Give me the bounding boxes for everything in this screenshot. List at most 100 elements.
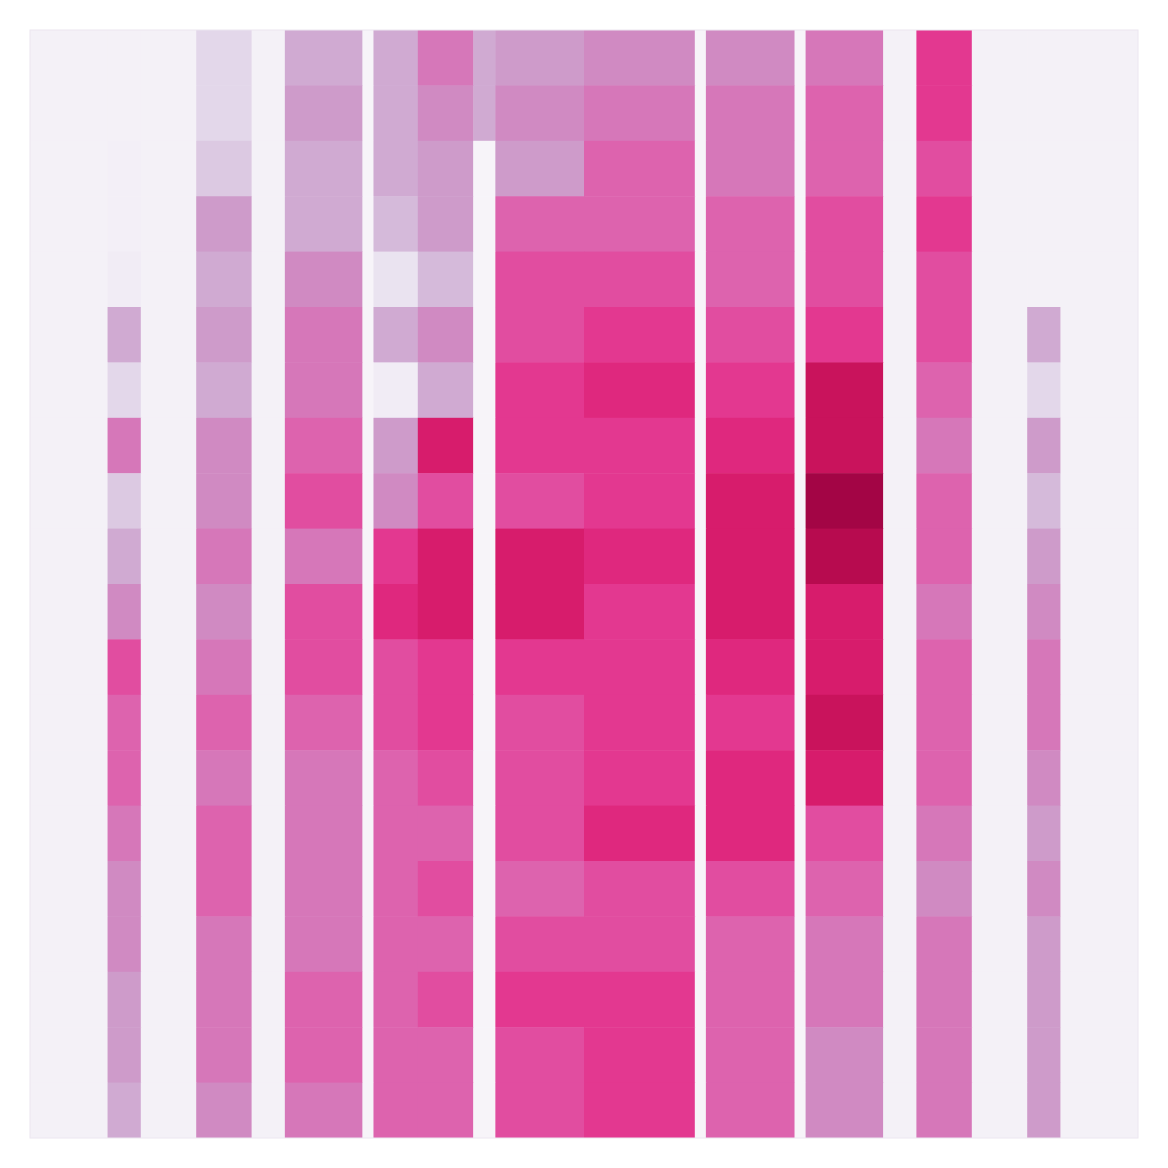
heatmap-cell [418, 695, 474, 751]
heatmap-cell [141, 584, 197, 640]
heatmap-cell [584, 639, 695, 695]
heatmap-cell [373, 584, 418, 640]
heatmap-cell [495, 85, 584, 141]
heatmap-cell [972, 362, 1028, 418]
heatmap-cell [706, 695, 795, 751]
heatmap-cell [473, 418, 496, 474]
heatmap-cell [30, 141, 108, 197]
heatmap-cell [252, 1083, 286, 1138]
heatmap-cell [806, 141, 884, 197]
heatmap-cell [795, 639, 807, 695]
heatmap-cell [1027, 639, 1061, 695]
heatmap-cell [495, 639, 584, 695]
heatmap-cell [285, 418, 363, 474]
heatmap-cell [695, 1083, 707, 1138]
heatmap-cell [473, 196, 496, 252]
heatmap-cell [695, 1027, 707, 1083]
heatmap-cell [695, 695, 707, 751]
heatmap-cell [584, 473, 695, 529]
heatmap-cell [795, 695, 807, 751]
heatmap-cell [362, 252, 374, 308]
heatmap-cell [584, 1027, 695, 1083]
heatmap-cell [706, 806, 795, 862]
heatmap-cell [473, 695, 496, 751]
heatmap-cell [495, 806, 584, 862]
heatmap-cell [795, 750, 807, 806]
heatmap-cell [373, 1027, 418, 1083]
heatmap-cell [196, 30, 252, 86]
heatmap-cell [806, 584, 884, 640]
heatmap-cell [1027, 806, 1061, 862]
heatmap-cell [141, 418, 197, 474]
heatmap-cell [285, 1083, 363, 1138]
heatmap-cell [285, 252, 363, 308]
heatmap-cell [706, 85, 795, 141]
heatmap-cell [795, 1027, 807, 1083]
heatmap-cell [883, 252, 917, 308]
heatmap-cell [584, 972, 695, 1028]
heatmap-cell [418, 196, 474, 252]
heatmap-cell [373, 1083, 418, 1138]
heatmap-cell [285, 473, 363, 529]
heatmap-cell [108, 916, 142, 972]
heatmap-cell [972, 1083, 1028, 1138]
heatmap-cell [285, 307, 363, 363]
heatmap-cell [373, 806, 418, 862]
heatmap-cell [1027, 307, 1061, 363]
heatmap-cell [252, 972, 286, 1028]
heatmap-cell [418, 252, 474, 308]
heatmap-cell [706, 1083, 795, 1138]
heatmap-cell [584, 362, 695, 418]
heatmap-cell [1060, 916, 1138, 972]
heatmap-cell [252, 30, 286, 86]
heatmap-cell [584, 85, 695, 141]
heatmap-cell [806, 30, 884, 86]
cells [30, 30, 1138, 1138]
heatmap-cell [916, 1027, 972, 1083]
heatmap-cell [1060, 695, 1138, 751]
heatmap-cell [418, 972, 474, 1028]
heatmap-cell [473, 916, 496, 972]
heatmap-cell [695, 30, 707, 86]
heatmap-cell [108, 1083, 142, 1138]
heatmap-cell [706, 584, 795, 640]
heatmap-cell [1027, 362, 1061, 418]
heatmap-cell [972, 639, 1028, 695]
heatmap-cell [473, 1083, 496, 1138]
heatmap-cell [285, 750, 363, 806]
heatmap-cell [362, 362, 374, 418]
heatmap-cell [806, 695, 884, 751]
heatmap-cell [473, 584, 496, 640]
heatmap-cell [373, 639, 418, 695]
heatmap-cell [916, 584, 972, 640]
heatmap-cell [285, 916, 363, 972]
heatmap-cell [141, 85, 197, 141]
heatmap-cell [495, 252, 584, 308]
heatmap-cell [706, 307, 795, 363]
heatmap-cell [252, 695, 286, 751]
heatmap-cell [1060, 85, 1138, 141]
heatmap-cell [916, 30, 972, 86]
heatmap-cell [362, 141, 374, 197]
heatmap-cell [695, 473, 707, 529]
heatmap-cell [108, 1027, 142, 1083]
heatmap-cell [495, 1027, 584, 1083]
heatmap-cell [795, 30, 807, 86]
heatmap-cell [1060, 418, 1138, 474]
heatmap-cell [285, 584, 363, 640]
heatmap-cell [1060, 30, 1138, 86]
heatmap-cell [373, 30, 418, 86]
heatmap-cell [495, 861, 584, 917]
heatmap-cell [1060, 1083, 1138, 1138]
heatmap-cell [806, 916, 884, 972]
heatmap-cell [795, 806, 807, 862]
heatmap-cell [108, 473, 142, 529]
heatmap-cell [883, 418, 917, 474]
heatmap-cell [108, 750, 142, 806]
heatmap-cell [584, 695, 695, 751]
heatmap-cell [806, 972, 884, 1028]
heatmap-cell [1060, 972, 1138, 1028]
heatmap-cell [1027, 473, 1061, 529]
heatmap-cell [285, 639, 363, 695]
heatmap-cell [695, 141, 707, 197]
